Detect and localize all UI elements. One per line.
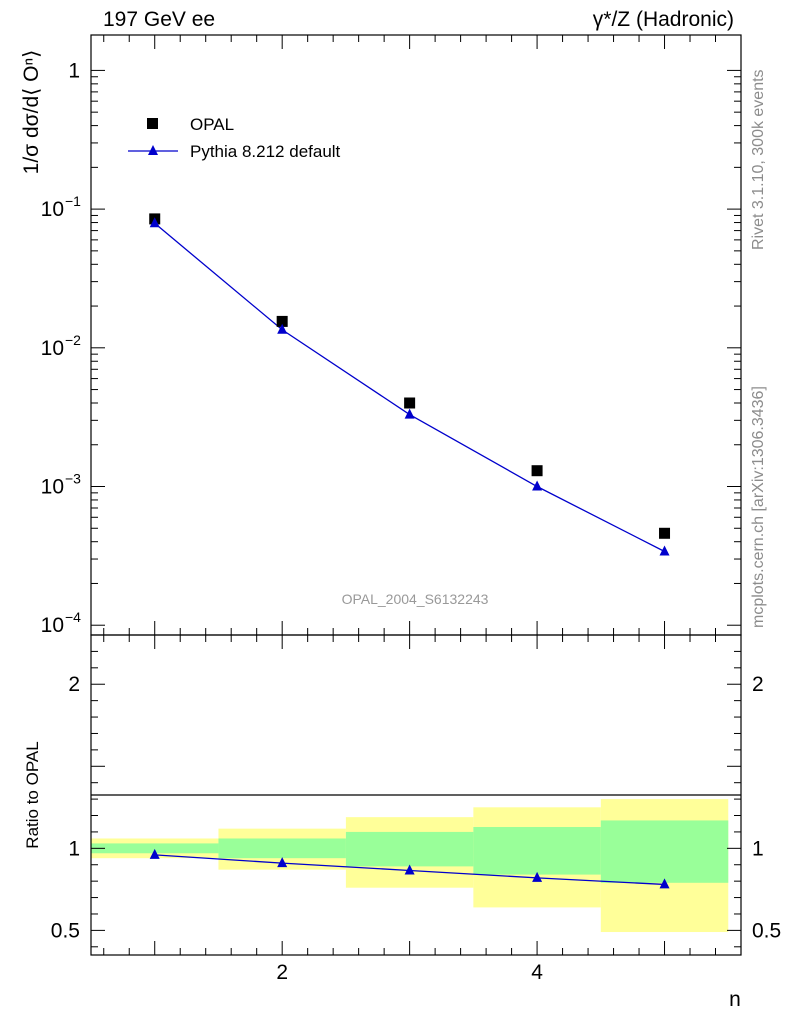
pythia-line: [154, 222, 665, 553]
legend-opal-label: OPAL: [190, 115, 234, 134]
opal-point: [404, 397, 416, 409]
pythia-point: [277, 323, 288, 334]
legend-opal-marker: [147, 118, 158, 129]
main-y-tick-exponent: −1: [65, 193, 81, 209]
ratio-y-tick-label-left: 2: [68, 673, 80, 696]
pythia-point: [149, 217, 160, 228]
ratio-y-axis-label: Ratio to OPAL: [23, 741, 42, 848]
pythia-point: [659, 545, 670, 556]
main-y-tick-label: 10: [41, 614, 64, 637]
main-series: [149, 213, 671, 556]
ratio-band-stat: [218, 838, 346, 859]
analysis-id: OPAL_2004_S6132243: [342, 591, 489, 607]
ratio-frame: [90, 634, 742, 956]
main-y-axis-label: 1/σ dσ/d⟨ Oⁿ⟩: [20, 50, 43, 175]
legend: OPAL Pythia 8.212 default: [128, 115, 341, 161]
main-ticks: [91, 35, 741, 635]
main-y-tick-label: 1: [68, 59, 80, 82]
ratio-band-stat: [600, 820, 729, 883]
ratio-band-stat: [345, 831, 474, 867]
title-right: γ*/Z (Hadronic): [593, 8, 734, 31]
opal-point: [659, 527, 671, 539]
main-frame: [90, 34, 742, 636]
main-y-tick-exponent: −2: [65, 332, 81, 348]
ratio-band-stat: [473, 827, 601, 875]
ratio-y-tick-label-right: 1: [752, 837, 764, 860]
title-left: 197 GeV ee: [103, 8, 215, 31]
opal-point: [276, 315, 288, 327]
main-y-tick-exponent: −3: [65, 471, 81, 487]
rivet-label: Rivet 3.1.10, 300k events: [750, 69, 767, 250]
ratio-y-tick-labels: 2 2 1 1 0.5 0.5: [51, 673, 781, 942]
mcplots-label: mcplots.cern.ch [arXiv:1306.3436]: [750, 386, 767, 628]
ratio-pythia-point: [532, 871, 543, 882]
main-y-tick-exponent: −4: [65, 609, 81, 625]
ratio-y-tick-label-right: 2: [752, 673, 764, 696]
ratio-pythia-point: [659, 878, 670, 889]
ratio-pythia-point: [149, 848, 160, 859]
ratio-x-tick-label: 4: [531, 961, 543, 984]
ratio-bands: [91, 799, 729, 933]
ratio-y-tick-label-left: 0.5: [51, 919, 80, 942]
pythia-point: [532, 480, 543, 491]
legend-pythia-marker: [148, 145, 158, 155]
ratio-band-stat: [91, 843, 219, 854]
main-y-tick-label: 10: [41, 476, 64, 499]
main-y-tick-label: 10: [41, 198, 64, 221]
main-y-tick-label: 10: [41, 337, 64, 360]
main-y-tick-labels: 110−110−210−310−4: [41, 59, 82, 637]
pythia-point: [404, 408, 415, 419]
ratio-series: [149, 848, 670, 889]
x-axis-label: n: [729, 988, 741, 1011]
opal-point: [531, 465, 543, 477]
main-panel: 110−110−210−310−4 1/σ dσ/d⟨ Oⁿ⟩ OPAL_200…: [20, 34, 742, 637]
ratio-pythia-point: [277, 857, 288, 868]
ratio-y-tick-label-left: 1: [68, 837, 80, 860]
ratio-pythia-point: [404, 864, 415, 875]
ratio-x-tick-label: 2: [276, 961, 288, 984]
ratio-ticks: [91, 635, 741, 955]
legend-pythia-label: Pythia 8.212 default: [190, 142, 341, 161]
ratio-y-tick-label-right: 0.5: [752, 919, 781, 942]
